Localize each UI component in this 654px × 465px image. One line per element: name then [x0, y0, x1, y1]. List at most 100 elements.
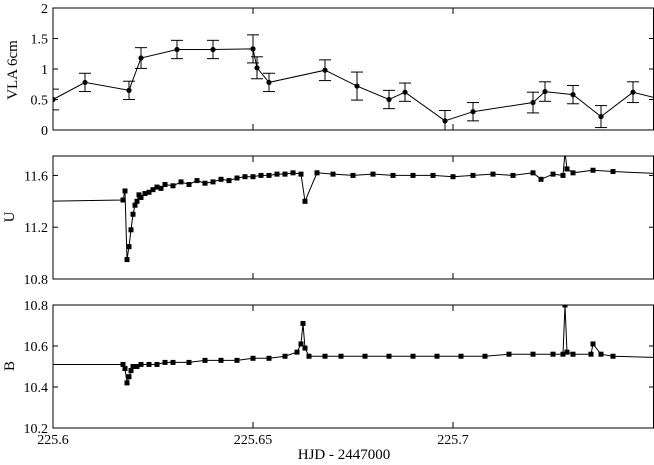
- data-point: [564, 349, 570, 355]
- data-point: [590, 167, 596, 173]
- data-point: [162, 181, 168, 187]
- data-point: [362, 353, 368, 359]
- y-tick-label: 10.4: [24, 381, 49, 396]
- data-point: [322, 67, 328, 73]
- data-point: [530, 99, 536, 106]
- plot-area: [43, 305, 654, 386]
- data-point: [560, 351, 566, 357]
- series-line: [53, 48, 654, 122]
- data-point: [234, 175, 240, 181]
- y-tick-label: 0.5: [31, 94, 49, 109]
- data-point: [250, 174, 256, 180]
- data-point: [53, 96, 56, 103]
- data-point: [120, 197, 126, 203]
- y-tick-label: 10.6: [24, 340, 49, 355]
- panel-2: 10.8 11.2 11.6 U: [2, 150, 654, 288]
- data-point: [590, 341, 596, 347]
- data-point: [210, 179, 216, 185]
- data-point: [226, 178, 232, 184]
- y-tick-label: 11.2: [24, 221, 48, 236]
- data-point: [202, 180, 208, 186]
- data-point: [178, 179, 184, 185]
- data-point: [124, 380, 130, 386]
- data-point: [134, 198, 140, 204]
- data-point: [266, 172, 272, 178]
- data-point: [154, 184, 160, 190]
- data-point: [234, 357, 240, 363]
- plot-area: [53, 34, 654, 130]
- data-point: [128, 368, 134, 374]
- data-point: [538, 176, 544, 182]
- data-point: [134, 364, 140, 369]
- y-tick-label: 0: [41, 124, 48, 139]
- data-point: [450, 174, 456, 180]
- data-point: [610, 353, 616, 359]
- data-point: [570, 170, 576, 176]
- data-point: [43, 362, 48, 367]
- data-point: [146, 189, 152, 195]
- data-point: [563, 150, 568, 155]
- y-axis-title: U: [2, 211, 18, 222]
- data-point: [338, 353, 344, 359]
- data-point: [470, 109, 476, 115]
- data-point: [170, 183, 176, 189]
- data-point: [170, 359, 176, 365]
- data-point: [300, 320, 306, 326]
- data-point: [570, 351, 576, 357]
- data-point: [126, 374, 132, 380]
- data-point: [430, 172, 436, 178]
- data-point: [610, 169, 616, 175]
- data-point: [490, 171, 496, 177]
- data-point: [138, 361, 144, 367]
- data-point: [410, 172, 416, 178]
- data-point: [402, 89, 408, 95]
- data-point: [120, 361, 126, 367]
- data-point: [458, 353, 464, 359]
- y-tick-label: 10.8: [24, 273, 49, 288]
- data-point: [322, 353, 328, 359]
- data-point: [562, 305, 568, 308]
- x-axis-title: HJD - 2447000: [298, 447, 391, 463]
- data-point: [130, 364, 136, 369]
- data-point: [218, 357, 224, 363]
- y-tick-label: 10.8: [24, 299, 49, 314]
- data-point: [298, 171, 304, 177]
- data-point: [142, 191, 148, 197]
- data-point: [314, 170, 320, 176]
- y-axis-title: B: [2, 361, 18, 371]
- data-point: [370, 171, 376, 177]
- data-point: [250, 355, 256, 361]
- data-point: [354, 83, 360, 89]
- data-point: [124, 257, 130, 263]
- y-tick-label: 1: [41, 63, 48, 78]
- panel-3: 10.2 10.4 10.6 10.8 B: [2, 299, 654, 437]
- data-point: [186, 359, 192, 365]
- data-point: [218, 176, 224, 182]
- x-tick-label: 225.6: [37, 433, 69, 448]
- data-point: [122, 366, 128, 372]
- data-point: [130, 211, 136, 217]
- data-point: [158, 185, 164, 191]
- data-point: [442, 118, 448, 124]
- data-point: [542, 88, 548, 95]
- data-point: [598, 113, 604, 120]
- x-tick-label: 225.65: [234, 433, 273, 448]
- data-point: [126, 87, 132, 93]
- y-tick-label: 11.6: [24, 169, 48, 184]
- data-point: [630, 89, 636, 95]
- panel-frame: [52, 7, 654, 131]
- data-point: [242, 174, 248, 180]
- data-point: [194, 178, 200, 184]
- data-point: [132, 202, 138, 208]
- data-point: [138, 194, 144, 200]
- data-point: [330, 171, 336, 177]
- data-point: [282, 171, 288, 177]
- data-point: [202, 357, 208, 363]
- data-point: [266, 355, 272, 361]
- data-point: [174, 46, 180, 53]
- data-point: [146, 361, 152, 367]
- data-point: [138, 55, 144, 61]
- data-point: [386, 96, 392, 103]
